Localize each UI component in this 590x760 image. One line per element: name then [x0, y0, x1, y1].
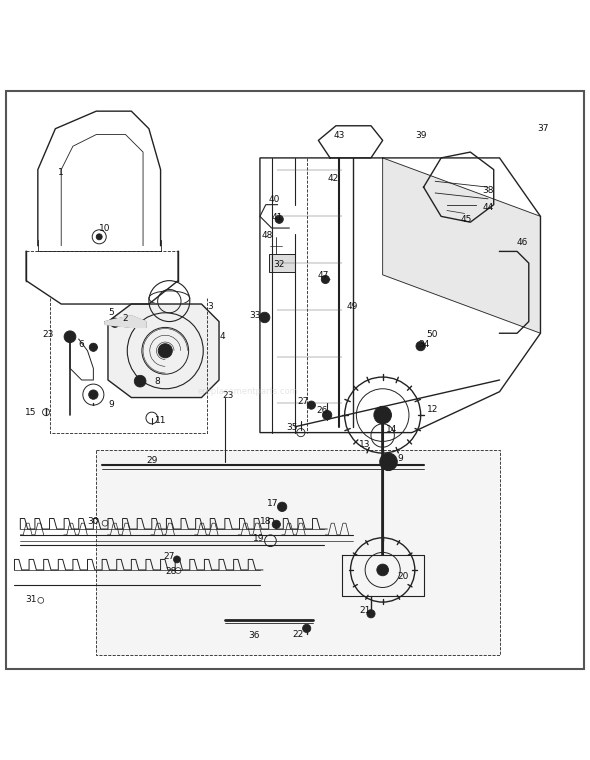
Text: 1: 1 [58, 168, 64, 177]
Text: 49: 49 [346, 302, 358, 312]
Bar [268, 255, 295, 272]
Polygon shape [105, 315, 146, 328]
Text: 19: 19 [253, 534, 264, 543]
Circle shape [64, 331, 76, 343]
Text: 46: 46 [516, 238, 527, 247]
Polygon shape [96, 450, 500, 654]
Text: 27: 27 [163, 552, 175, 561]
Text: 6: 6 [79, 340, 84, 350]
Circle shape [272, 521, 280, 528]
Text: 50: 50 [427, 330, 438, 339]
Text: ereplacementparts.com: ereplacementparts.com [198, 387, 299, 396]
Circle shape [135, 375, 146, 387]
Text: 40: 40 [269, 195, 280, 204]
Circle shape [275, 215, 283, 223]
Text: 31: 31 [25, 594, 37, 603]
Text: 39: 39 [415, 131, 427, 140]
Circle shape [322, 275, 329, 283]
Text: 13: 13 [359, 440, 371, 449]
Text: 4: 4 [219, 331, 225, 340]
Circle shape [277, 502, 287, 511]
Text: 28: 28 [165, 567, 177, 575]
Circle shape [88, 390, 98, 399]
Text: 9: 9 [397, 454, 403, 464]
Text: 41: 41 [272, 213, 283, 222]
Text: 33: 33 [250, 311, 261, 320]
Text: 22: 22 [292, 630, 303, 638]
Circle shape [89, 344, 97, 351]
Circle shape [307, 401, 316, 409]
Text: 18: 18 [260, 517, 271, 526]
Text: 21: 21 [359, 606, 371, 616]
Text: 10: 10 [99, 223, 111, 233]
Text: 27: 27 [297, 397, 309, 406]
Text: 30: 30 [88, 517, 99, 526]
Text: 29: 29 [146, 455, 158, 464]
Text: 12: 12 [427, 405, 438, 413]
Circle shape [158, 344, 172, 358]
Text: 15: 15 [25, 407, 37, 416]
Text: 14: 14 [386, 425, 397, 434]
Text: 42: 42 [327, 174, 339, 183]
Text: 45: 45 [461, 215, 472, 223]
Circle shape [260, 312, 270, 323]
Circle shape [96, 234, 102, 239]
Text: 20: 20 [398, 572, 409, 581]
Text: 23: 23 [222, 391, 234, 401]
Text: 37: 37 [537, 124, 549, 133]
Text: 43: 43 [333, 131, 345, 140]
Text: 38: 38 [482, 185, 494, 195]
Text: 5: 5 [108, 309, 114, 317]
Circle shape [416, 341, 425, 351]
Circle shape [110, 318, 120, 328]
Text: 2: 2 [123, 314, 128, 323]
Circle shape [377, 564, 388, 576]
Text: 8: 8 [155, 377, 160, 385]
Text: 11: 11 [155, 416, 166, 426]
Polygon shape [108, 304, 219, 397]
Polygon shape [383, 158, 540, 333]
Circle shape [323, 410, 332, 420]
Text: 44: 44 [482, 203, 493, 212]
Text: 32: 32 [274, 260, 285, 269]
Text: 35: 35 [286, 423, 298, 432]
Circle shape [374, 407, 391, 424]
Text: 17: 17 [267, 499, 278, 508]
Circle shape [173, 556, 181, 563]
Text: 26: 26 [317, 406, 328, 415]
Circle shape [367, 610, 375, 618]
Text: 47: 47 [317, 271, 329, 280]
Text: 9: 9 [108, 400, 114, 409]
Circle shape [380, 453, 397, 470]
Text: 34: 34 [418, 340, 430, 350]
Text: 36: 36 [248, 631, 260, 640]
Circle shape [303, 624, 311, 632]
Text: 23: 23 [42, 331, 54, 340]
Text: 48: 48 [262, 230, 273, 239]
Text: 3: 3 [207, 302, 213, 312]
